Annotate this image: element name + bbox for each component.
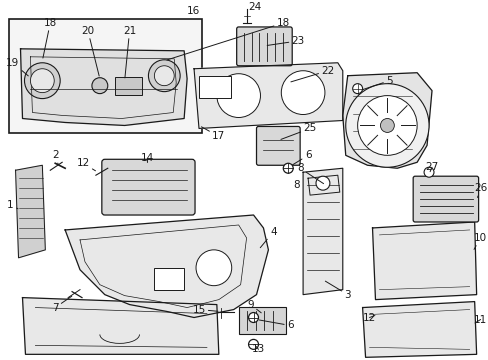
Circle shape (248, 312, 258, 323)
Circle shape (283, 163, 293, 173)
Text: 18: 18 (43, 18, 57, 58)
Bar (9, 19, 202, 134)
Bar (199, 76, 230, 98)
Polygon shape (194, 63, 342, 129)
FancyBboxPatch shape (102, 159, 195, 215)
Polygon shape (372, 222, 476, 300)
Polygon shape (65, 215, 268, 318)
Circle shape (345, 84, 428, 167)
Circle shape (92, 78, 107, 94)
Polygon shape (20, 49, 187, 126)
FancyBboxPatch shape (412, 176, 478, 222)
Text: 10: 10 (473, 233, 486, 249)
Text: 12: 12 (362, 312, 375, 323)
Text: 14: 14 (141, 153, 154, 163)
Circle shape (281, 71, 324, 114)
Bar (115, 77, 142, 95)
Text: 17: 17 (201, 127, 225, 141)
Circle shape (30, 69, 54, 93)
Text: 8: 8 (292, 180, 299, 190)
Circle shape (196, 250, 231, 286)
Bar (154, 268, 184, 290)
Bar (238, 307, 285, 334)
Polygon shape (303, 168, 342, 294)
Text: 3: 3 (325, 281, 350, 300)
Text: 22: 22 (290, 66, 334, 82)
Polygon shape (22, 298, 219, 354)
Text: 6: 6 (259, 320, 293, 330)
Text: 9: 9 (247, 300, 261, 313)
Text: 8: 8 (296, 163, 323, 184)
Text: 11: 11 (473, 315, 486, 324)
Text: 4: 4 (260, 227, 276, 248)
Circle shape (216, 74, 260, 117)
Text: 19: 19 (6, 58, 28, 76)
Text: 27: 27 (425, 162, 438, 172)
Text: 24: 24 (247, 2, 261, 12)
Polygon shape (362, 302, 476, 357)
Text: 7: 7 (52, 296, 72, 312)
Text: 25: 25 (280, 123, 316, 139)
FancyBboxPatch shape (256, 126, 300, 165)
Text: 21: 21 (122, 26, 136, 78)
Circle shape (380, 118, 393, 132)
FancyBboxPatch shape (236, 27, 292, 66)
Circle shape (352, 84, 362, 94)
Text: 15: 15 (192, 305, 218, 315)
Circle shape (24, 63, 60, 99)
Circle shape (423, 167, 433, 177)
Circle shape (154, 66, 174, 86)
Text: 12: 12 (76, 158, 95, 171)
Text: 13: 13 (251, 345, 264, 354)
Text: 5: 5 (362, 76, 392, 90)
Circle shape (148, 60, 180, 92)
Circle shape (357, 96, 416, 155)
Text: 26: 26 (473, 183, 486, 197)
Text: 2: 2 (52, 150, 59, 164)
Text: 1: 1 (7, 200, 18, 210)
Text: 6: 6 (292, 150, 311, 165)
Circle shape (315, 176, 329, 190)
Text: 23: 23 (266, 36, 304, 46)
Circle shape (248, 339, 258, 349)
Polygon shape (342, 73, 431, 168)
Text: 20: 20 (81, 26, 99, 76)
Text: 16: 16 (186, 6, 199, 16)
Polygon shape (16, 165, 45, 258)
Text: 18: 18 (166, 18, 289, 60)
